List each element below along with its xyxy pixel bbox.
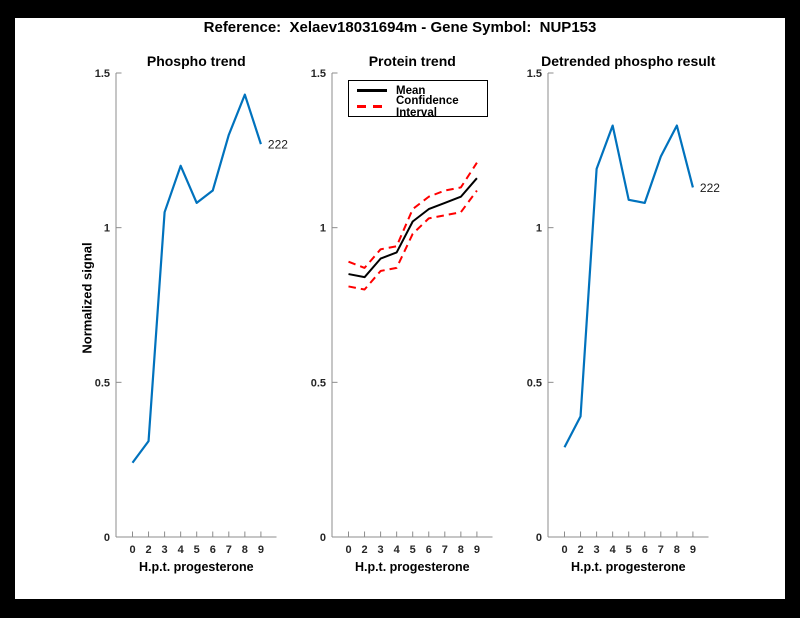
figure-title: Reference: Xelaev18031694m - Gene Symbol… [203, 19, 597, 36]
x-axis-label: H.p.t. progesterone [355, 560, 470, 574]
legend-label-mean: Mean [396, 84, 426, 97]
series-confidence-interval-lower [348, 189, 478, 291]
x-tick-label: 4 [178, 544, 185, 556]
legend-item-mean: Mean [357, 85, 487, 97]
x-tick-label: 8 [458, 544, 464, 556]
x-tick-label: 3 [594, 544, 600, 556]
x-tick-label: 6 [210, 544, 216, 556]
x-tick-label: 0 [129, 544, 135, 556]
x-tick-label: 7 [226, 544, 232, 556]
legend-label-confidence-interval: Confidence Interval [396, 94, 459, 119]
figure-canvas: Reference: Xelaev18031694m - Gene Symbol… [15, 18, 785, 599]
x-tick-label: 8 [674, 544, 680, 556]
x-tick-label: 9 [474, 544, 480, 556]
y-tick-label: 0 [104, 532, 110, 544]
x-tick-label: 9 [258, 544, 264, 556]
x-tick-label: 3 [378, 544, 384, 556]
series-phospho-signal [131, 93, 262, 464]
y-tick-label: 0.5 [527, 377, 542, 389]
y-tick-label: 1 [536, 223, 542, 235]
subplot-title: Protein trend [369, 53, 456, 69]
x-tick-label: 5 [194, 544, 200, 556]
x-axis-label: H.p.t. progesterone [571, 560, 686, 574]
x-tick-label: 6 [642, 544, 648, 556]
x-tick-label: 2 [577, 544, 583, 556]
y-tick-label: 0.5 [311, 377, 326, 389]
series-confidence-interval-upper [348, 162, 478, 269]
y-tick-label: 0 [536, 532, 542, 544]
y-tick-label: 1.5 [95, 68, 110, 80]
y-tick-label: 1.5 [311, 68, 326, 80]
y-tick-label: 1 [320, 223, 326, 235]
legend-mean-line-swatch [357, 89, 387, 92]
x-tick-label: 4 [394, 544, 401, 556]
x-tick-label: 4 [610, 544, 617, 556]
x-axis-label: H.p.t. progesterone [139, 560, 254, 574]
series-detrended-phospho [563, 124, 694, 448]
y-tick-label: 1 [104, 223, 110, 235]
subplot-title: Phospho trend [147, 53, 246, 69]
x-tick-label: 3 [162, 544, 168, 556]
x-tick-label: 6 [426, 544, 432, 556]
series-end-label: 222 [700, 181, 720, 195]
x-tick-label: 0 [561, 544, 567, 556]
legend-item-confidence-interval: Confidence Interval [357, 95, 487, 119]
series-mean [348, 177, 478, 279]
x-tick-label: 5 [626, 544, 632, 556]
legend: Mean Confidence Interval [348, 80, 488, 119]
x-tick-label: 2 [361, 544, 367, 556]
x-tick-label: 7 [658, 544, 664, 556]
x-tick-label: 7 [442, 544, 448, 556]
y-tick-label: 0 [320, 532, 326, 544]
x-tick-label: 8 [242, 544, 248, 556]
x-tick-label: 5 [410, 544, 416, 556]
y-tick-label: 1.5 [527, 68, 542, 80]
y-tick-label: 0.5 [95, 377, 110, 389]
series-end-label: 222 [268, 138, 288, 152]
subplot-title: Detrended phospho result [541, 53, 716, 69]
x-tick-label: 9 [690, 544, 696, 556]
x-tick-label: 0 [345, 544, 351, 556]
x-tick-label: 2 [145, 544, 151, 556]
legend-ci-line-swatch [357, 105, 387, 108]
